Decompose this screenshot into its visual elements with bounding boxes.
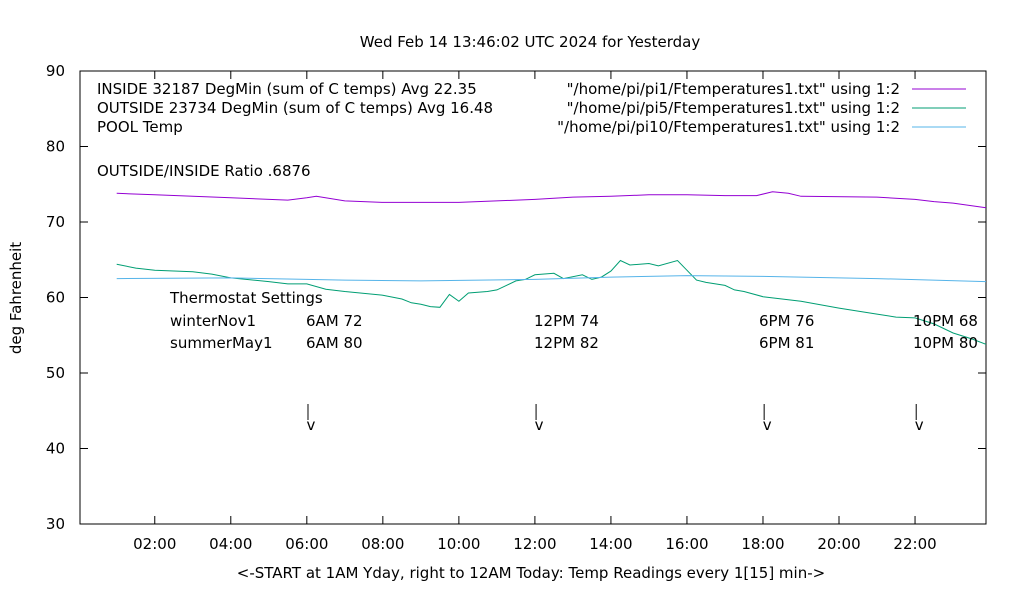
y-tick-label: 80 [46,138,65,156]
thermostat-arrow-head: v [763,416,772,434]
y-tick-label: 50 [46,364,65,382]
thermostat-arrow-head: v [535,416,544,434]
legend-source-inside: "/home/pi/pi1/Ftemperatures1.txt" using … [567,80,900,98]
y-tick-label: 60 [46,289,65,307]
x-tick-label: 06:00 [285,535,328,553]
legend-source-outside: "/home/pi/pi5/Ftemperatures1.txt" using … [567,99,900,117]
series-line-pool [116,275,987,283]
series-line-outside [116,259,987,345]
y-tick-label: 90 [46,62,65,80]
thermostat-row-label: winterNov1 [170,312,256,330]
thermostat-value: 10PM 68 [913,312,978,330]
x-tick-label: 10:00 [437,535,480,553]
legend-name-outside: OUTSIDE 23734 DegMin (sum of C temps) Av… [97,99,493,117]
x-axis-label: <-START at 1AM Yday, right to 12AM Today… [237,564,825,582]
thermostat-value: 10PM 80 [913,334,978,352]
x-tick-label: 02:00 [133,535,176,553]
thermostat-arrow-head: v [307,416,316,434]
legend-name-inside: INSIDE 32187 DegMin (sum of C temps) Avg… [97,80,477,98]
series-line-inside [116,191,987,209]
x-tick-label: 12:00 [513,535,556,553]
x-tick-label: 16:00 [665,535,708,553]
thermostat-value: 6AM 80 [306,334,363,352]
x-tick-label: 08:00 [361,535,404,553]
y-axis-label: deg Fahrenheit [7,242,25,354]
legend-name-pool: POOL Temp [97,118,183,136]
x-tick-label: 04:00 [209,535,252,553]
thermostat-value: 12PM 82 [534,334,599,352]
thermostat-value: 12PM 74 [534,312,599,330]
chart-title: Wed Feb 14 13:46:02 UTC 2024 for Yesterd… [360,33,701,51]
x-tick-label: 20:00 [817,535,860,553]
thermostat-title: Thermostat Settings [169,289,323,307]
ratio-annotation: OUTSIDE/INSIDE Ratio .6876 [97,162,311,180]
x-tick-label: 14:00 [589,535,632,553]
y-tick-label: 40 [46,440,65,458]
legend-source-pool: "/home/pi/pi10/Ftemperatures1.txt" using… [557,118,900,136]
x-tick-label: 18:00 [741,535,784,553]
y-tick-label: 70 [46,213,65,231]
x-tick-label: 22:00 [893,535,936,553]
thermostat-row-label: summerMay1 [170,334,273,352]
thermostat-value: 6PM 76 [759,312,814,330]
thermostat-value: 6PM 81 [759,334,814,352]
thermostat-arrow-head: v [915,416,924,434]
y-tick-label: 30 [46,515,65,533]
legend: INSIDE 32187 DegMin (sum of C temps) Avg… [97,80,966,136]
thermostat-value: 6AM 72 [306,312,363,330]
